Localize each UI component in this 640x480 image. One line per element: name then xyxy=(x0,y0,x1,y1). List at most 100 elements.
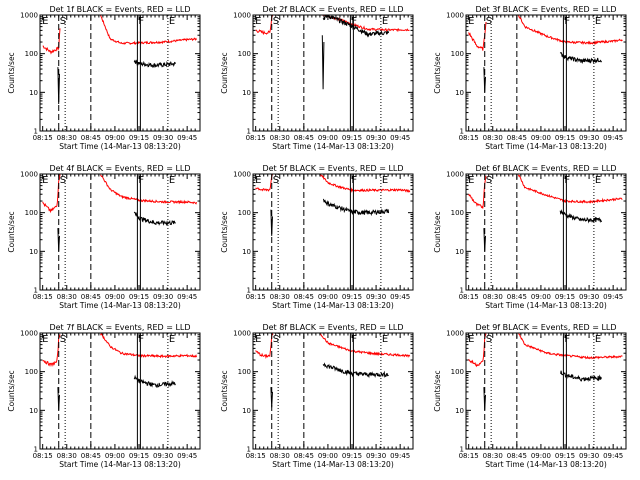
panel-data xyxy=(42,333,197,411)
x-axis-label: Start Time (14-Mar-13 08:13:20) xyxy=(272,301,394,310)
x-tick-label: 09:45 xyxy=(603,134,623,142)
lld-series-pre xyxy=(255,333,274,359)
events-series xyxy=(560,370,603,383)
flag-label: E xyxy=(382,175,388,186)
flag-label: E xyxy=(42,175,48,186)
x-axis-label: Start Time (14-Mar-13 08:13:20) xyxy=(272,460,394,469)
y-tick-label: 10 xyxy=(242,89,251,97)
panel-title: Det 2f BLACK = Events, RED = LLD xyxy=(262,5,403,14)
x-tick-label: 09:45 xyxy=(603,293,623,301)
lld-series-pre xyxy=(468,21,487,51)
x-tick-label: 09:15 xyxy=(129,452,149,460)
lld-series xyxy=(100,15,197,46)
y-tick-label: 1 xyxy=(247,287,251,295)
flag-label: E xyxy=(255,334,261,345)
y-tick-label: 1 xyxy=(34,446,38,454)
lld-series-pre xyxy=(42,174,61,214)
x-tick-label: 09:30 xyxy=(366,293,386,301)
flag-label: F xyxy=(564,334,570,345)
x-tick-label: 08:30 xyxy=(57,134,77,142)
y-tick-label: 10 xyxy=(242,407,251,415)
flag-label: E xyxy=(169,175,175,186)
y-tick-label: 1 xyxy=(247,446,251,454)
x-tick-label: 09:30 xyxy=(153,134,173,142)
x-tick-label: 08:15 xyxy=(246,452,266,460)
x-axis-label: Start Time (14-Mar-13 08:13:20) xyxy=(59,301,181,310)
x-tick-label: 08:30 xyxy=(57,452,77,460)
flag-label: S xyxy=(60,175,66,186)
x-tick-label: 09:00 xyxy=(105,452,125,460)
x-tick-label: 09:45 xyxy=(177,452,197,460)
x-tick-label: 08:30 xyxy=(483,452,503,460)
flag-label: F xyxy=(564,175,570,186)
y-tick-label: 1 xyxy=(460,128,464,136)
y-tick-label: 1000 xyxy=(233,330,251,338)
events-series xyxy=(133,211,176,227)
x-tick-label: 08:45 xyxy=(294,134,314,142)
x-tick-label: 09:15 xyxy=(555,293,575,301)
x-tick-label: 09:45 xyxy=(390,452,410,460)
events-series xyxy=(322,15,390,38)
y-tick-label: 10 xyxy=(455,407,464,415)
panel-data xyxy=(42,174,197,252)
y-tick-label: 10 xyxy=(29,89,38,97)
y-tick-label: 100 xyxy=(451,368,464,376)
panel-data xyxy=(255,15,410,90)
y-tick-label: 1000 xyxy=(20,12,38,20)
x-tick-label: 08:15 xyxy=(33,452,53,460)
panel-title: Det 3f BLACK = Events, RED = LLD xyxy=(475,5,616,14)
x-tick-label: 09:00 xyxy=(531,452,551,460)
x-tick-label: 09:00 xyxy=(105,293,125,301)
flag-label: E xyxy=(255,16,261,27)
x-tick-label: 08:30 xyxy=(483,134,503,142)
flag-label: F xyxy=(564,16,570,27)
y-tick-label: 1000 xyxy=(233,171,251,179)
flag-label: E xyxy=(42,334,48,345)
events-spike xyxy=(57,67,60,105)
flag-label: F xyxy=(138,175,144,186)
y-tick-label: 1000 xyxy=(20,171,38,179)
x-tick-label: 08:45 xyxy=(294,293,314,301)
lld-series xyxy=(517,174,623,204)
x-tick-label: 09:30 xyxy=(579,134,599,142)
panel-data xyxy=(468,333,623,411)
x-tick-label: 09:15 xyxy=(129,293,149,301)
flag-label: S xyxy=(486,334,492,345)
y-tick-label: 100 xyxy=(451,209,464,217)
panel-data xyxy=(468,15,623,93)
x-axis-label: Start Time (14-Mar-13 08:13:20) xyxy=(485,142,607,151)
events-spike xyxy=(270,209,273,236)
lld-series-pre xyxy=(255,15,274,36)
y-axis-label: Counts/sec xyxy=(433,52,442,93)
x-tick-label: 08:45 xyxy=(294,452,314,460)
x-tick-label: 08:45 xyxy=(507,134,527,142)
x-tick-label: 09:15 xyxy=(342,293,362,301)
y-tick-label: 1000 xyxy=(446,171,464,179)
flag-label: S xyxy=(60,16,66,27)
flag-label: E xyxy=(595,175,601,186)
x-tick-label: 08:45 xyxy=(507,293,527,301)
flag-label: E xyxy=(468,175,474,186)
flag-label: S xyxy=(273,175,279,186)
x-tick-label: 09:15 xyxy=(342,452,362,460)
lld-series xyxy=(100,174,197,205)
x-axis-label: Start Time (14-Mar-13 08:13:20) xyxy=(59,460,181,469)
x-tick-label: 09:00 xyxy=(105,134,125,142)
flag-label: E xyxy=(595,334,601,345)
y-tick-label: 1 xyxy=(34,128,38,136)
flag-label: S xyxy=(60,334,66,345)
plot-frame xyxy=(39,332,201,450)
y-tick-label: 10 xyxy=(455,89,464,97)
y-tick-label: 100 xyxy=(238,368,251,376)
x-tick-label: 09:45 xyxy=(390,134,410,142)
y-tick-label: 10 xyxy=(29,407,38,415)
y-tick-label: 1000 xyxy=(446,12,464,20)
flag-label: E xyxy=(169,16,175,27)
panel-title: Det 1f BLACK = Events, RED = LLD xyxy=(49,5,190,14)
panel-title: Det 8f BLACK = Events, RED = LLD xyxy=(262,323,403,332)
flag-label: E xyxy=(382,16,388,27)
